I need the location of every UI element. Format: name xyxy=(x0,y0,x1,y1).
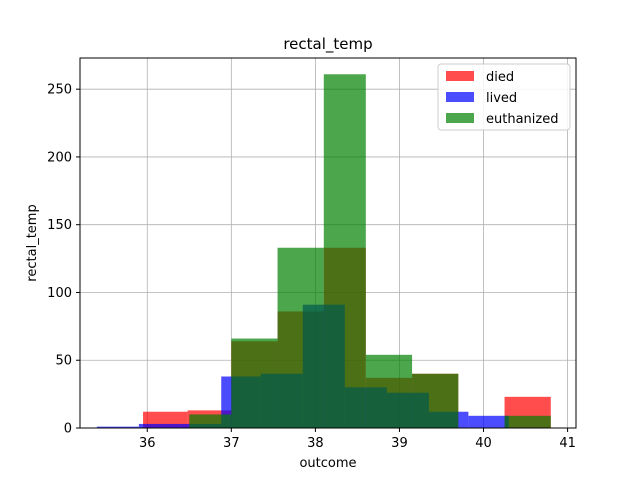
bar-euthanized xyxy=(412,373,459,428)
legend-swatch-euthanized xyxy=(446,113,474,123)
y-tick-label: 250 xyxy=(47,83,72,98)
bar-lived xyxy=(96,426,139,428)
bar-lived xyxy=(138,423,181,428)
x-tick-label: 41 xyxy=(559,436,576,451)
y-tick-label: 0 xyxy=(64,422,72,437)
bar-euthanized xyxy=(277,247,324,428)
chart-title: rectal_temp xyxy=(283,35,372,54)
legend-label-died: died xyxy=(486,70,514,85)
plot-frame xyxy=(79,57,577,429)
legend: died lived euthanized xyxy=(437,63,571,131)
x-tick-label: 36 xyxy=(139,436,156,451)
x-tick-label: 38 xyxy=(307,436,324,451)
x-tick-label: 40 xyxy=(475,436,492,451)
axis-ticks: 36 37 38 39 40 41 0 50 100 150 200 250 xyxy=(47,83,576,451)
y-tick-label: 150 xyxy=(47,218,72,233)
x-tick-label: 37 xyxy=(223,436,240,451)
legend-swatch-lived xyxy=(446,92,474,102)
y-tick-label: 200 xyxy=(47,150,72,165)
bar-lived xyxy=(468,415,509,428)
bar-euthanized xyxy=(365,354,413,428)
bar-euthanized xyxy=(231,338,278,428)
y-tick-label: 50 xyxy=(55,354,72,369)
bar-euthanized xyxy=(504,415,551,428)
bar-euthanized xyxy=(189,414,232,428)
bar-euthanized xyxy=(323,74,366,428)
x-axis-label: outcome xyxy=(299,456,356,471)
histogram-bars xyxy=(96,74,551,428)
legend-swatch-died xyxy=(446,71,474,81)
y-tick-label: 100 xyxy=(47,286,72,301)
x-tick-label: 39 xyxy=(391,436,408,451)
legend-label-lived: lived xyxy=(486,91,517,106)
legend-label-euthanized: euthanized xyxy=(486,112,558,127)
y-axis-label: rectal_temp xyxy=(25,204,40,281)
